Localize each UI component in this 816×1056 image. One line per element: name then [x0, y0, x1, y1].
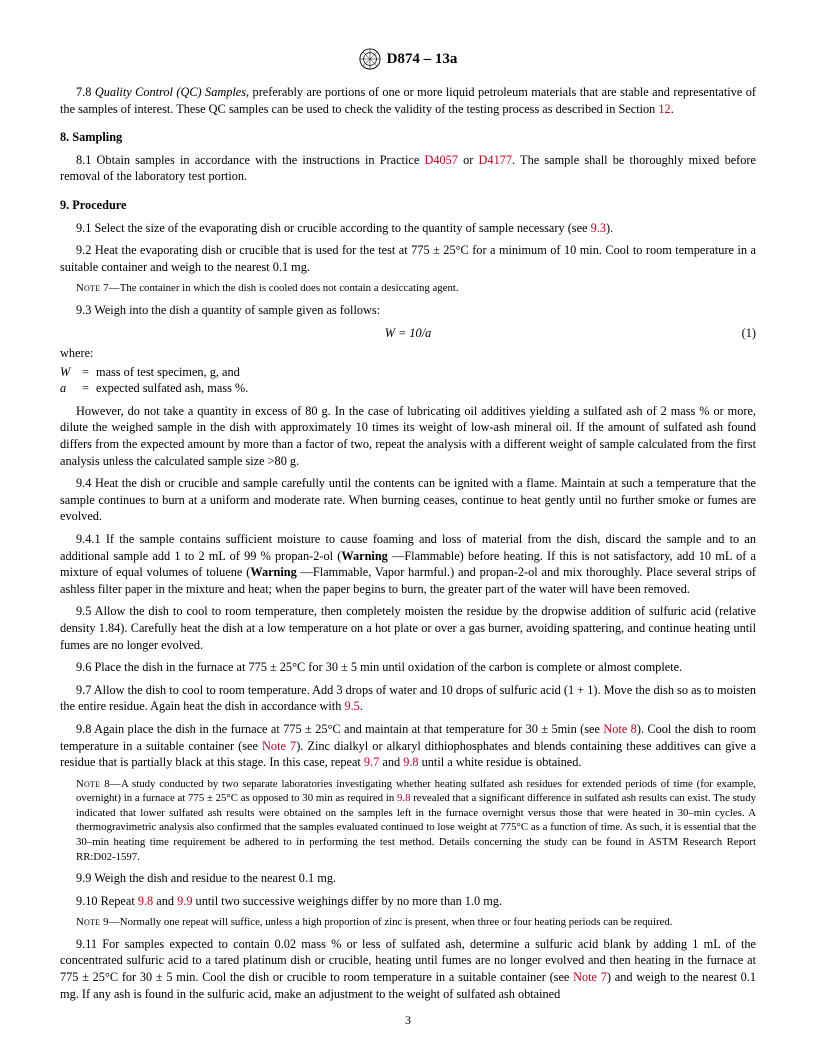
where-def: expected sulfated ash, mass %.	[96, 380, 756, 397]
text: Heat the dish or crucible and sample car…	[60, 476, 756, 523]
note-7: Note 7—The container in which the dish i…	[76, 281, 756, 296]
para-9-11: 9.11 For samples expected to contain 0.0…	[60, 936, 756, 1002]
note-ref[interactable]: Note 7	[262, 739, 296, 753]
lead-term: Quality Control (QC) Samples	[95, 85, 246, 99]
clause-num: 9.6	[76, 660, 91, 674]
text: until a white residue is obtained.	[419, 755, 582, 769]
clause-num: 9.10	[76, 894, 98, 908]
note-ref[interactable]: Note 7	[573, 970, 607, 984]
text: until two successive weighings differ by…	[192, 894, 502, 908]
clause-num: 7.8	[76, 85, 91, 99]
note-body: The container in which the dish is coole…	[120, 282, 459, 294]
where-sym: W	[60, 364, 82, 381]
text: Weigh the dish and residue to the neares…	[91, 871, 336, 885]
para-9-2: 9.2 Heat the evaporating dish or crucibl…	[60, 242, 756, 275]
clause-num: 9.4	[76, 476, 91, 490]
text: ).	[606, 221, 613, 235]
para-9-6: 9.6 Place the dish in the furnace at 775…	[60, 659, 756, 676]
section-ref[interactable]: 9.8	[397, 792, 411, 804]
section-ref[interactable]: 9.8	[138, 894, 153, 908]
text: Again place the dish in the furnace at 7…	[91, 722, 603, 736]
section-8-head: 8. Sampling	[60, 129, 756, 146]
para-9-9: 9.9 Weigh the dish and residue to the ne…	[60, 870, 756, 887]
text: Place the dish in the furnace at 775 ± 2…	[91, 660, 682, 674]
warning: Warning	[250, 565, 296, 579]
clause-num: 9.3	[76, 303, 91, 317]
clause-num: 8.1	[76, 153, 91, 167]
section-ref[interactable]: 9.3	[591, 221, 606, 235]
para-9-4-1: 9.4.1 If the sample contains sufficient …	[60, 531, 756, 597]
page-header: D874 – 13a	[60, 48, 756, 70]
para-7-8: 7.8 Quality Control (QC) Samples, prefer…	[60, 84, 756, 117]
text: Obtain samples in accordance with the in…	[91, 153, 424, 167]
para-9-5: 9.5 Allow the dish to cool to room tempe…	[60, 603, 756, 653]
para-8-1: 8.1 Obtain samples in accordance with th…	[60, 152, 756, 185]
practice-ref[interactable]: D4057	[424, 153, 457, 167]
para-9-3: 9.3 Weigh into the dish a quantity of sa…	[60, 302, 756, 319]
para-9-8: 9.8 Again place the dish in the furnace …	[60, 721, 756, 771]
para-9-4: 9.4 Heat the dish or crucible and sample…	[60, 475, 756, 525]
para-9-10: 9.10 Repeat 9.8 and 9.9 until two succes…	[60, 893, 756, 910]
text: .	[360, 699, 363, 713]
clause-num: 9.2	[76, 243, 91, 257]
astm-logo-icon	[359, 48, 381, 70]
note-9: Note 9—Normally one repeat will suffice,…	[76, 915, 756, 930]
clause-num: 9.9	[76, 871, 91, 885]
designation: D874 – 13a	[387, 49, 458, 69]
note-head: Note 7—	[76, 282, 120, 294]
section-ref[interactable]: 9.8	[403, 755, 418, 769]
where-row: W = mass of test specimen, g, and	[60, 364, 756, 381]
where-row: a = expected sulfated ash, mass %.	[60, 380, 756, 397]
note-head: Note 9—	[76, 916, 120, 928]
note-body: Normally one repeat will suffice, unless…	[120, 916, 673, 928]
text: Select the size of the evaporating dish …	[91, 221, 590, 235]
para-9-7: 9.7 Allow the dish to cool to room tempe…	[60, 682, 756, 715]
clause-num: 9.1	[76, 221, 91, 235]
clause-num: 9.7	[76, 683, 91, 697]
para-9-3b: However, do not take a quantity in exces…	[60, 403, 756, 469]
note-ref[interactable]: Note 8	[603, 722, 636, 736]
where-label: where:	[60, 345, 756, 362]
section-ref[interactable]: 9.5	[344, 699, 359, 713]
clause-num: 9.4.1	[76, 532, 101, 546]
equation-display: W = 10/a	[90, 325, 726, 342]
section-ref[interactable]: 9.9	[177, 894, 192, 908]
warning: Warning	[341, 549, 387, 563]
text: Heat the evaporating dish or crucible th…	[60, 243, 756, 274]
text: Allow the dish to cool to room temperatu…	[60, 604, 756, 651]
text: .	[671, 102, 674, 116]
para-9-1: 9.1 Select the size of the evaporating d…	[60, 220, 756, 237]
section-ref[interactable]: 9.7	[364, 755, 379, 769]
clause-num: 9.11	[76, 937, 97, 951]
note-8: Note 8—A study conducted by two separate…	[76, 777, 756, 864]
text: and	[379, 755, 403, 769]
text: However, do not take a quantity in exces…	[60, 404, 756, 468]
where-eq: =	[82, 380, 96, 397]
clause-num: 9.8	[76, 722, 91, 736]
practice-ref[interactable]: D4177	[479, 153, 512, 167]
where-sym: a	[60, 380, 82, 397]
text: and	[153, 894, 177, 908]
text: Allow the dish to cool to room temperatu…	[60, 683, 756, 714]
text: or	[458, 153, 479, 167]
section-9-head: 9. Procedure	[60, 197, 756, 214]
section-ref[interactable]: 12	[658, 102, 670, 116]
equation-number: (1)	[726, 325, 756, 342]
where-eq: =	[82, 364, 96, 381]
note-head: Note 8—	[76, 778, 121, 790]
text: Weigh into the dish a quantity of sample…	[91, 303, 380, 317]
where-def: mass of test specimen, g, and	[96, 364, 756, 381]
equation-1: W = 10/a (1)	[60, 325, 756, 342]
text: Repeat	[98, 894, 138, 908]
clause-num: 9.5	[76, 604, 91, 618]
page-number: 3	[0, 1013, 816, 1028]
